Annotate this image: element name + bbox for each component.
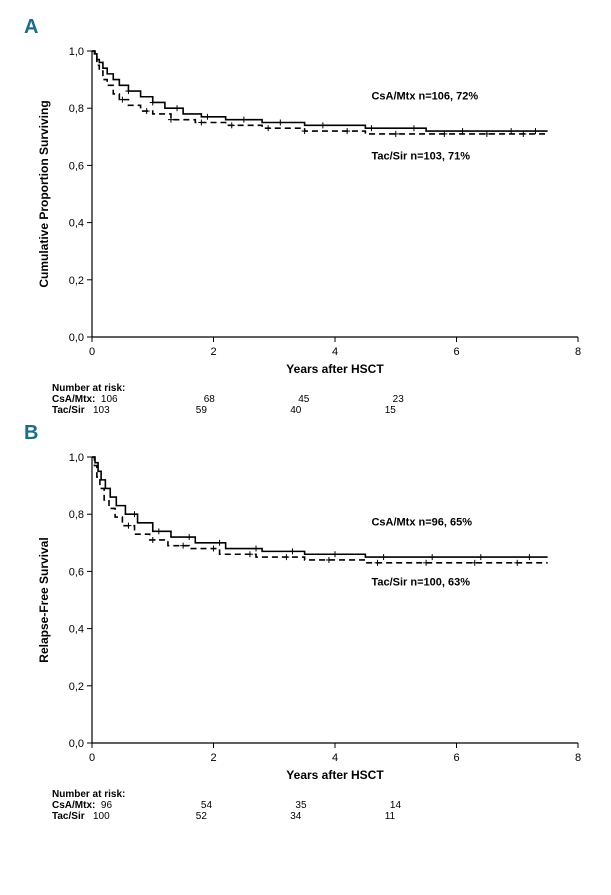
svg-text:Tac/Sir n=100, 63%: Tac/Sir n=100, 63%: [371, 577, 470, 589]
svg-text:0: 0: [89, 346, 95, 358]
svg-text:6: 6: [453, 752, 459, 764]
svg-text:4: 4: [332, 346, 338, 358]
svg-text:0: 0: [89, 752, 95, 764]
svg-text:8: 8: [575, 346, 581, 358]
svg-text:Relapse-Free Survival: Relapse-Free Survival: [37, 537, 51, 662]
svg-text:0,2: 0,2: [69, 681, 84, 693]
svg-text:6: 6: [453, 346, 459, 358]
svg-text:1,0: 1,0: [69, 452, 84, 464]
svg-text:2: 2: [210, 346, 216, 358]
svg-text:2: 2: [210, 752, 216, 764]
svg-text:8: 8: [575, 752, 581, 764]
panel-label-a: A: [24, 16, 611, 39]
svg-text:Years after HSCT: Years after HSCT: [286, 362, 384, 376]
svg-text:Cumulative Proportion Survivin: Cumulative Proportion Surviving: [37, 100, 51, 287]
svg-text:0,2: 0,2: [69, 275, 84, 287]
chart-b: 0,0 0,2 0,4 0,6 0,8 1,0 0 2 4 6 8 Years after HSCT R…: [30, 447, 590, 787]
panel-label-b: B: [24, 422, 611, 445]
svg-text:0,0: 0,0: [69, 332, 84, 344]
risk-table-a: Number at risk: CsA/Mtx: 106 68 45 23 Ta…: [52, 383, 611, 416]
chart-a: 0,0 0,2 0,4 0,6 0,8 1,0 0 2 4 6 8 Years after HSCT C…: [30, 41, 590, 381]
svg-text:0,8: 0,8: [69, 509, 84, 521]
svg-text:Tac/Sir n=103, 71%: Tac/Sir n=103, 71%: [371, 151, 470, 163]
svg-text:Years after HSCT: Years after HSCT: [286, 768, 384, 782]
svg-text:4: 4: [332, 752, 338, 764]
svg-text:0,4: 0,4: [69, 218, 84, 230]
svg-text:0,0: 0,0: [69, 738, 84, 750]
svg-text:0,6: 0,6: [69, 160, 84, 172]
svg-text:CsA/Mtx n=106, 72%: CsA/Mtx n=106, 72%: [371, 91, 478, 103]
svg-text:0,4: 0,4: [69, 624, 84, 636]
svg-text:CsA/Mtx n=96, 65%: CsA/Mtx n=96, 65%: [371, 517, 472, 529]
svg-text:1,0: 1,0: [69, 46, 84, 58]
svg-text:0,8: 0,8: [69, 103, 84, 115]
risk-table-b: Number at risk: CsA/Mtx: 96 54 35 14 Tac…: [52, 789, 611, 822]
svg-text:0,6: 0,6: [69, 566, 84, 578]
